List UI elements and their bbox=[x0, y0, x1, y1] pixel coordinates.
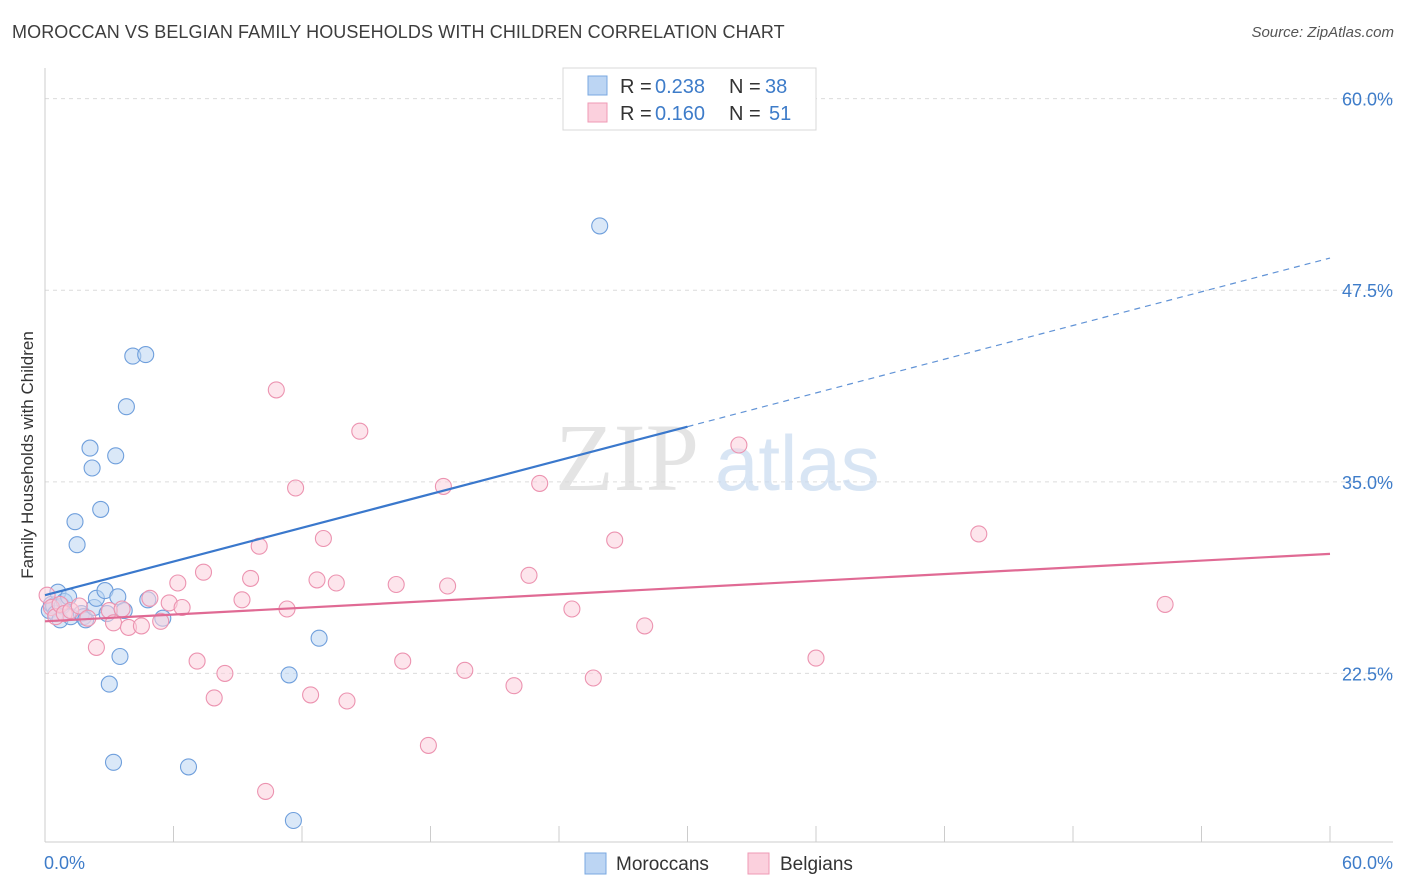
bottom-legend-label-moroccans: Moroccans bbox=[616, 854, 709, 875]
data-point-belgians-51 bbox=[970, 525, 988, 543]
data-point-belgians-18 bbox=[173, 598, 191, 617]
data-point-belgians-23 bbox=[233, 591, 251, 609]
data-point-belgians-35 bbox=[351, 422, 369, 440]
data-point-belgians-44 bbox=[531, 474, 549, 492]
data-point-moroccans-11 bbox=[68, 536, 86, 554]
data-point-belgians-33 bbox=[327, 574, 345, 592]
data-point-moroccans-36 bbox=[310, 629, 328, 647]
data-point-belgians-21 bbox=[205, 689, 223, 707]
stats-legend-n-label-2: N = bbox=[729, 103, 761, 125]
trend-layer bbox=[44, 257, 1331, 623]
data-point-belgians-24 bbox=[242, 569, 260, 587]
bottom-legend-swatch-moroccans bbox=[584, 852, 607, 875]
data-point-moroccans-19 bbox=[92, 500, 110, 518]
data-point-belgians-15 bbox=[152, 612, 170, 630]
y-tick-label-2: 47.5% bbox=[1342, 281, 1393, 301]
y-axis-label: Family Households with Children bbox=[18, 331, 37, 579]
data-point-belgians-31 bbox=[308, 571, 326, 589]
trend-line-moroccans-extension bbox=[687, 257, 1331, 428]
data-point-belgians-38 bbox=[419, 736, 437, 754]
data-point-moroccans-23 bbox=[104, 753, 123, 771]
data-point-moroccans-35 bbox=[284, 811, 302, 830]
data-point-belgians-37 bbox=[394, 652, 412, 670]
points-layer bbox=[38, 217, 1174, 830]
axes-layer bbox=[44, 68, 1393, 843]
data-point-belgians-27 bbox=[267, 381, 285, 399]
data-point-belgians-34 bbox=[338, 692, 356, 710]
data-point-moroccans-34 bbox=[280, 666, 298, 684]
ticks-layer: 22.5% 35.0% 47.5% 60.0% 0.0% 60.0% bbox=[44, 90, 1393, 873]
data-point-belgians-8 bbox=[87, 638, 105, 656]
data-point-belgians-19 bbox=[188, 652, 206, 670]
stats-legend-r-value-2: 0.160 bbox=[655, 103, 705, 125]
data-point-belgians-17 bbox=[169, 574, 187, 592]
data-point-belgians-29 bbox=[287, 479, 305, 497]
watermark: ZIP atlas bbox=[555, 404, 880, 511]
x-tick-label-1: 60.0% bbox=[1342, 853, 1393, 873]
trend-line-belgians bbox=[44, 552, 1331, 623]
stats-legend-r-label-1: R = bbox=[620, 76, 652, 98]
data-point-belgians-40 bbox=[439, 577, 457, 595]
data-point-belgians-22 bbox=[216, 664, 234, 682]
data-point-belgians-13 bbox=[132, 617, 150, 635]
trend-line-moroccans bbox=[44, 425, 688, 597]
x-tick-label-0: 0.0% bbox=[44, 853, 85, 873]
data-point-moroccans-28 bbox=[117, 398, 135, 416]
stats-legend-r-value-1: 0.238 bbox=[655, 76, 705, 98]
data-point-belgians-43 bbox=[520, 566, 538, 584]
data-point-moroccans-15 bbox=[81, 439, 99, 457]
watermark-atlas: atlas bbox=[715, 419, 880, 507]
chart-title: MOROCCAN VS BELGIAN FAMILY HOUSEHOLDS WI… bbox=[12, 22, 785, 42]
data-point-belgians-49 bbox=[730, 436, 748, 454]
stats-legend-n-value-2: 51 bbox=[769, 103, 791, 125]
data-point-belgians-26 bbox=[257, 782, 275, 800]
data-point-belgians-41 bbox=[456, 661, 474, 679]
data-point-belgians-48 bbox=[636, 617, 654, 635]
source-label: Source: ZipAtlas.com bbox=[1251, 24, 1394, 41]
data-point-belgians-46 bbox=[584, 669, 602, 687]
data-point-belgians-14 bbox=[141, 589, 159, 607]
grid-layer bbox=[45, 98, 1393, 674]
data-point-belgians-42 bbox=[505, 677, 523, 695]
data-point-belgians-20 bbox=[194, 563, 213, 581]
y-tick-label-3: 60.0% bbox=[1342, 90, 1393, 110]
data-point-belgians-45 bbox=[563, 600, 581, 618]
bottom-legend-swatch-belgians bbox=[747, 852, 770, 875]
data-point-moroccans-10 bbox=[66, 513, 84, 531]
data-point-belgians-36 bbox=[387, 575, 405, 594]
data-point-belgians-52 bbox=[1156, 595, 1174, 613]
stats-legend-r-label-2: R = bbox=[620, 103, 652, 125]
data-point-belgians-6 bbox=[70, 597, 88, 615]
data-point-belgians-11 bbox=[113, 600, 131, 618]
data-point-moroccans-24 bbox=[107, 447, 125, 465]
stats-legend: R = 0.238 N = 38 R = 0.160 N = 51 bbox=[562, 67, 817, 131]
data-point-moroccans-16 bbox=[83, 459, 101, 477]
stats-legend-swatch-belgians bbox=[587, 102, 608, 123]
bottom-legend-label-belgians: Belgians bbox=[780, 854, 853, 875]
stats-legend-n-value-1: 38 bbox=[765, 76, 787, 98]
data-point-belgians-30 bbox=[302, 686, 320, 704]
stats-legend-swatch-moroccans bbox=[587, 75, 608, 96]
data-point-moroccans-33 bbox=[179, 758, 198, 776]
watermark-zip: ZIP bbox=[555, 404, 699, 511]
data-point-belgians-50 bbox=[807, 649, 825, 667]
y-tick-label-0: 22.5% bbox=[1342, 664, 1393, 684]
data-point-moroccans-37 bbox=[591, 217, 609, 235]
data-point-belgians-47 bbox=[606, 531, 624, 549]
data-point-moroccans-26 bbox=[111, 647, 129, 666]
y-tick-label-1: 35.0% bbox=[1342, 473, 1393, 493]
data-point-moroccans-30 bbox=[137, 346, 155, 364]
stats-legend-n-label-1: N = bbox=[729, 76, 761, 98]
bottom-legend: Moroccans Belgians bbox=[584, 852, 853, 875]
data-point-moroccans-22 bbox=[100, 675, 118, 693]
data-point-belgians-32 bbox=[314, 529, 332, 548]
